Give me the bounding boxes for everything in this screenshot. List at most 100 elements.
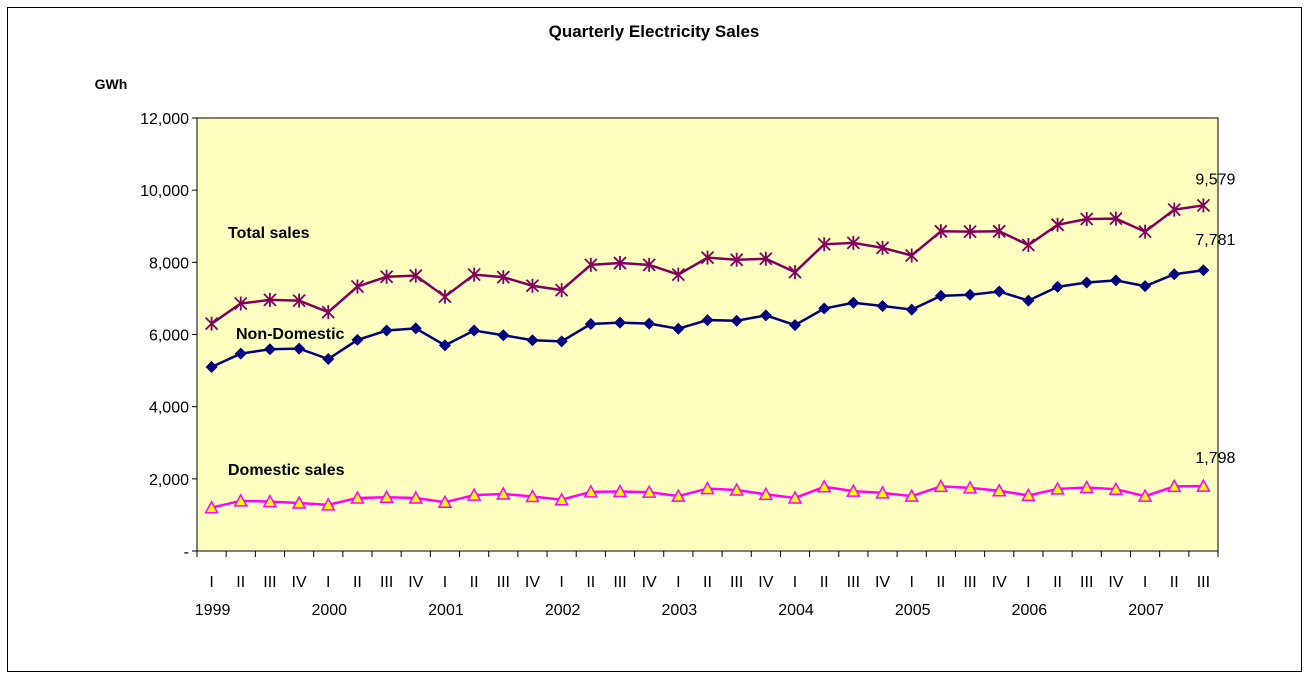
non-domestic-point xyxy=(468,324,481,337)
non-domestic-point xyxy=(1080,276,1093,289)
x-quarter-label: III xyxy=(963,574,976,591)
x-quarter-label: III xyxy=(380,574,393,591)
total-sales-point xyxy=(409,268,423,283)
x-quarter-label: II xyxy=(1053,574,1062,591)
total-sales-point xyxy=(1109,211,1123,226)
domestic-sales-point xyxy=(1196,478,1211,492)
non-domestic-point xyxy=(293,342,306,355)
non-domestic-point xyxy=(526,334,539,347)
non-domestic-point xyxy=(789,319,802,332)
y-tick-label: 8,000 xyxy=(149,255,189,272)
x-quarter-label: III xyxy=(1197,574,1210,591)
non-domestic-point xyxy=(876,299,889,312)
non-domestic-point xyxy=(1197,264,1210,277)
x-year-label: 1999 xyxy=(195,602,231,619)
total-sales-point xyxy=(642,257,656,272)
x-quarter-label: III xyxy=(847,574,860,591)
total-sales-series-label: Total sales xyxy=(228,225,310,242)
non-domestic-point xyxy=(847,296,860,309)
total-sales-point xyxy=(350,279,365,294)
x-quarter-label: II xyxy=(470,574,479,591)
x-quarter-label: IV xyxy=(1108,574,1123,591)
non-domestic-point xyxy=(759,309,772,322)
x-quarter-label: II xyxy=(586,574,595,591)
x-quarter-label: II xyxy=(236,574,245,591)
domestic-sales-point xyxy=(1137,488,1153,502)
total-sales-point xyxy=(613,256,627,271)
x-quarter-label: I xyxy=(443,574,447,591)
x-quarter-label: IV xyxy=(408,574,423,591)
non-domestic-point xyxy=(263,343,276,356)
x-quarter-label: III xyxy=(263,574,276,591)
non-domestic-point xyxy=(1168,268,1181,281)
x-quarter-label: IV xyxy=(642,574,657,591)
x-quarter-label: IV xyxy=(525,574,540,591)
x-quarter-label: III xyxy=(1080,574,1093,591)
x-quarter-label: II xyxy=(703,574,712,591)
y-tick-label: 10,000 xyxy=(140,183,189,200)
series-layer xyxy=(204,198,1211,514)
total-sales-point xyxy=(671,267,685,282)
domestic-sales-point xyxy=(729,482,744,496)
total-sales-point xyxy=(292,293,306,308)
x-quarter-label: II xyxy=(1170,574,1179,591)
domestic-sales-point xyxy=(496,486,511,500)
x-quarter-label: I xyxy=(676,574,680,591)
domestic-sales-point xyxy=(321,497,336,511)
domestic-sales-point xyxy=(233,493,249,507)
total-sales-point xyxy=(730,252,744,267)
y-tick-label: 12,000 xyxy=(140,111,189,128)
domestic-sales-point xyxy=(554,492,569,506)
x-quarter-label: III xyxy=(613,574,626,591)
domestic-sales-point xyxy=(466,487,482,501)
total-sales-point xyxy=(204,316,219,331)
labels-layer: Total sales 9,579 Non-Domestic 7,781 Domesti… xyxy=(228,171,1236,479)
non-domestic-end-value-label: 7,781 xyxy=(1195,232,1235,249)
non-domestic-point xyxy=(555,335,568,348)
non-domestic-point xyxy=(584,318,597,331)
non-domestic-point xyxy=(701,314,714,327)
total-sales-point xyxy=(875,240,890,255)
non-domestic-point xyxy=(322,353,335,366)
domestic-sales-point xyxy=(991,483,1007,497)
y-tick-label: 6,000 xyxy=(149,328,189,345)
x-quarter-label: II xyxy=(936,574,945,591)
domestic-sales-point xyxy=(1050,481,1065,495)
x-quarter-label: I xyxy=(209,574,213,591)
domestic-sales-point xyxy=(437,494,453,509)
domestic-sales-point xyxy=(262,493,278,508)
x-year-label: 2002 xyxy=(545,602,581,619)
x-quarter-label: IV xyxy=(875,574,890,591)
y-tick-label: - xyxy=(184,544,189,561)
non-domestic-point xyxy=(934,289,947,302)
x-year-label: 2000 xyxy=(311,602,347,619)
x-year-label: 2004 xyxy=(778,602,814,619)
x-quarter-label: IV xyxy=(292,574,307,591)
x-quarter-label: II xyxy=(820,574,829,591)
non-domestic-point xyxy=(409,322,422,335)
x-quarter-label: IV xyxy=(758,574,773,591)
x-quarter-label: I xyxy=(559,574,563,591)
non-domestic-point xyxy=(643,317,656,330)
x-quarter-label: I xyxy=(1026,574,1030,591)
x-year-label: 2005 xyxy=(895,602,931,619)
y-tick-label: 4,000 xyxy=(149,400,189,417)
total-sales-point xyxy=(438,289,452,304)
domestic-sales-point xyxy=(350,490,365,504)
x-quarter-label: III xyxy=(730,574,743,591)
x-year-label: 2007 xyxy=(1128,602,1164,619)
domestic-sales-point xyxy=(1166,478,1182,493)
total-sales-point xyxy=(992,224,1006,239)
non-domestic-series-label: Non-Domestic xyxy=(236,326,345,343)
total-sales-point xyxy=(759,251,773,266)
domestic-sales-point xyxy=(408,490,424,504)
non-domestic-point xyxy=(438,339,451,352)
domestic-sales-point xyxy=(758,486,774,501)
x-quarter-label: I xyxy=(793,574,797,591)
x-year-label: 2001 xyxy=(428,602,464,619)
domestic-sales-point xyxy=(904,488,919,502)
y-tick-label: 2,000 xyxy=(149,472,189,489)
x-quarter-label: II xyxy=(353,574,362,591)
chart-title: Quarterly Electricity Sales xyxy=(549,22,760,41)
